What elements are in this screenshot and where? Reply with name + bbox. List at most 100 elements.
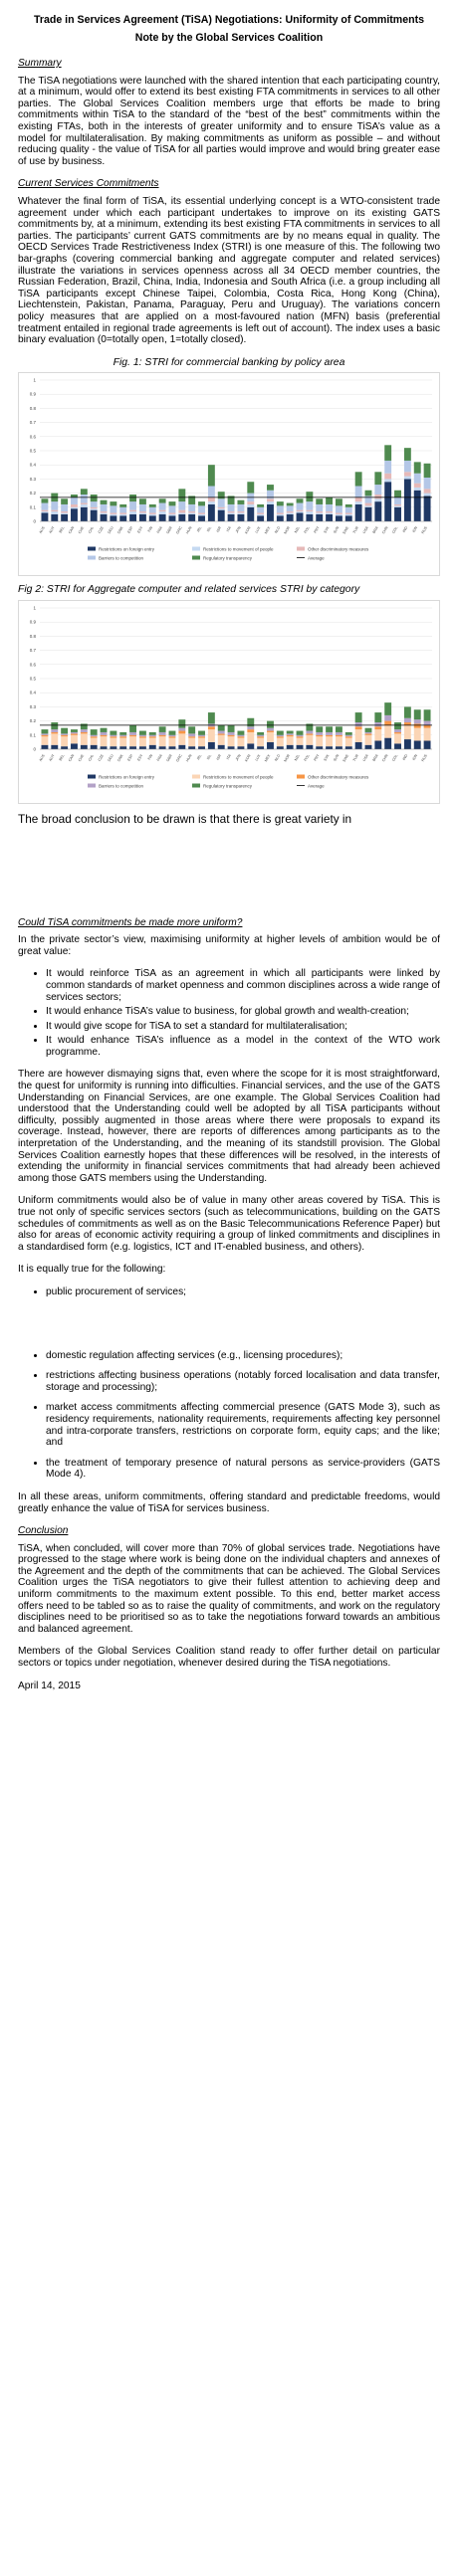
x-tick-label: CHL — [88, 753, 95, 761]
bar-segment — [247, 731, 255, 744]
x-tick-label: NOR — [284, 753, 292, 762]
bar-segment — [198, 730, 205, 735]
bar-segment — [374, 712, 382, 722]
bar-segment — [188, 504, 196, 512]
paragraph: Whatever the final form of TiSA, its ess… — [18, 196, 440, 346]
legend-label: Restrictions on foreign entry — [99, 547, 155, 552]
y-tick-label: 0.9 — [30, 620, 37, 625]
bar-segment — [306, 723, 314, 731]
bar-segment — [80, 495, 88, 503]
bar-segment — [326, 731, 334, 735]
bar-segment — [100, 511, 108, 513]
x-tick-label: CHE — [78, 753, 86, 762]
bar-segment — [188, 512, 196, 515]
legend-swatch — [297, 546, 305, 551]
bar-segment — [326, 736, 334, 747]
bar-segment — [306, 492, 314, 502]
bar-segment — [227, 724, 235, 732]
x-tick-label: JPN — [235, 525, 242, 533]
x-tick-label: CAN — [68, 525, 75, 534]
bar-segment — [148, 515, 156, 522]
bar-segment — [423, 724, 431, 728]
bar-segment — [384, 479, 392, 483]
bar-segment — [296, 730, 304, 735]
x-tick-label: CHE — [78, 525, 86, 534]
bar-segment — [354, 726, 362, 730]
legend-label: Restrictions on foreign entry — [99, 774, 155, 779]
bar-segment — [217, 492, 225, 499]
bar-segment — [296, 502, 304, 510]
y-tick-label: 0.3 — [30, 704, 37, 709]
bar-segment — [148, 512, 156, 515]
bar-segment — [138, 504, 146, 512]
bar-segment — [71, 743, 78, 749]
bar-segment — [326, 504, 334, 512]
bar-segment — [61, 504, 69, 512]
x-tick-label: MEX — [264, 753, 272, 762]
bar-segment — [335, 505, 343, 513]
bar-segment — [178, 719, 186, 728]
bar-segment — [335, 726, 343, 732]
bar-segment — [326, 514, 334, 522]
bar-segment — [267, 727, 274, 731]
bar-segment — [119, 736, 127, 738]
bar-segment — [276, 514, 284, 516]
bar-segment — [335, 731, 343, 735]
figure-caption: Fig. 1: STRI for commercial banking by p… — [113, 356, 345, 368]
y-tick-label: 0.2 — [30, 491, 37, 495]
bar-segment — [286, 730, 294, 734]
bar-segment — [138, 730, 146, 735]
bar-segment — [276, 736, 284, 738]
bar-segment — [80, 489, 88, 495]
bar-segment — [344, 736, 352, 738]
x-tick-label: IDN — [412, 526, 419, 534]
bar-segment — [110, 730, 117, 735]
bar-segment — [384, 474, 392, 480]
x-tick-label: NZL — [294, 526, 301, 534]
bar-segment — [247, 482, 255, 494]
bar-segment — [227, 731, 235, 735]
x-tick-label: IRL — [196, 753, 202, 760]
bar-segment — [71, 495, 78, 498]
legend-label: Other discriminatory measures — [308, 774, 369, 779]
bar-segment — [364, 727, 372, 732]
bar-segment — [316, 512, 324, 515]
bar-segment — [354, 504, 362, 522]
bar-segment — [354, 501, 362, 505]
bullet: market access commitments affecting comm… — [46, 1402, 440, 1448]
bar-segment — [257, 512, 265, 515]
bar-segment — [198, 512, 205, 515]
bar-segment — [119, 515, 127, 522]
bar-segment — [306, 511, 314, 515]
bar-segment — [168, 730, 176, 735]
bar-segment — [237, 737, 245, 747]
bar-segment — [423, 720, 431, 725]
bar-segment — [306, 734, 314, 745]
bar-segment — [158, 734, 166, 737]
bar-segment — [374, 740, 382, 749]
paragraph: There are however dismaying signs that, … — [18, 1069, 440, 1184]
x-tick-label: CAN — [68, 753, 75, 762]
bar-segment — [394, 731, 401, 734]
bar-segment — [198, 514, 205, 516]
x-tick-label: GRC — [175, 526, 183, 535]
x-tick-label: EST — [136, 753, 143, 762]
bar-segment — [178, 501, 186, 510]
bar-segment — [110, 734, 117, 737]
x-tick-label: SVN — [333, 753, 340, 762]
bar-segment — [100, 731, 108, 735]
legend-label: Regulatory transparency — [203, 556, 253, 561]
bullet: It would enhance TiSA’s influence as a m… — [46, 1035, 440, 1058]
legend-swatch — [88, 774, 96, 779]
bar-segment — [326, 726, 334, 732]
section-heading: Summary — [18, 58, 62, 70]
x-tick-label: MEX — [264, 525, 272, 534]
bar-segment — [71, 731, 78, 734]
bar-segment — [227, 746, 235, 749]
bar-segment — [306, 514, 314, 522]
bar-segment — [286, 505, 294, 512]
bar-segment — [138, 511, 146, 513]
bar-segment — [207, 465, 215, 487]
x-tick-label: RUS — [421, 525, 429, 534]
bar-segment — [188, 737, 196, 747]
